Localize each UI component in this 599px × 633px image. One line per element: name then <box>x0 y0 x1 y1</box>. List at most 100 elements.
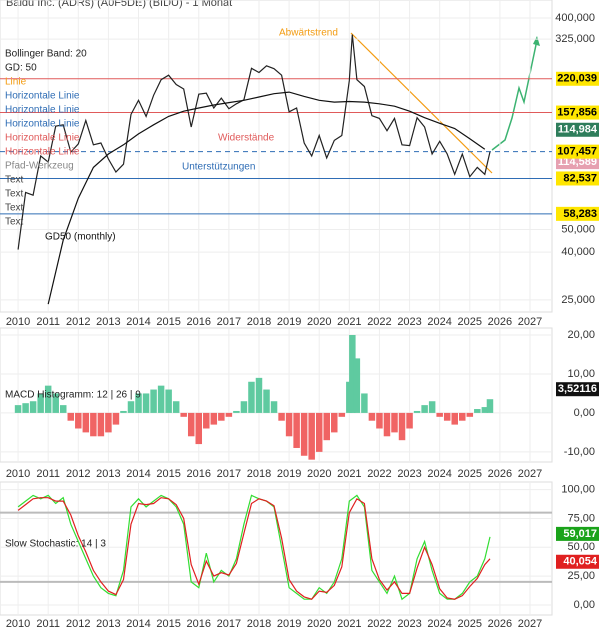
x-tick-label: 2014 <box>126 618 150 628</box>
x-tick-label: 2018 <box>247 618 271 628</box>
y-tick-label: 325,000 <box>555 33 595 45</box>
x-tick-label: 2015 <box>156 618 180 628</box>
x-tick-label: 2017 <box>217 618 241 628</box>
level-label-box <box>556 171 599 186</box>
histogram-bar <box>210 412 218 425</box>
histogram-bar <box>263 389 270 413</box>
x-tick-label: 2026 <box>488 468 512 480</box>
histogram-bar <box>150 389 157 413</box>
histogram-bar <box>486 399 494 413</box>
x-tick-label: 2019 <box>277 468 301 480</box>
x-tick-label: 2021 <box>337 468 361 480</box>
histogram-bar <box>105 412 112 433</box>
band-label: 114,589 <box>558 156 597 168</box>
x-tick-label: 2010 <box>6 618 30 628</box>
histogram-bar <box>308 412 315 460</box>
x-tick-label: 2014 <box>126 468 150 480</box>
x-tick-label: 2012 <box>66 316 90 328</box>
tool-label: Text <box>5 189 24 200</box>
x-tick-label: 2015 <box>156 316 180 328</box>
arrow-head <box>533 36 540 46</box>
y-tick-label: -10,00 <box>564 446 595 458</box>
y-tick-label: 400,000 <box>555 12 595 24</box>
histogram-bar <box>406 412 413 429</box>
level-label: 82,537 <box>563 172 597 184</box>
histogram-bar <box>14 405 22 413</box>
level-label: 58,283 <box>563 208 597 220</box>
histogram-bar <box>398 412 406 441</box>
histogram-bar <box>187 412 195 437</box>
level-label-box <box>556 105 599 120</box>
tool-label: Horizontale Linie <box>5 105 80 116</box>
annotation: Unterstützungen <box>182 162 255 173</box>
histogram-bar <box>75 412 82 429</box>
series-line <box>17 494 491 601</box>
x-tick-label: 2027 <box>518 468 542 480</box>
histogram-bar <box>383 412 391 437</box>
y-tick-label: 0,00 <box>574 599 595 611</box>
y-tick-label: 10,00 <box>567 368 595 380</box>
trend-line <box>350 32 493 174</box>
annotation: Abwärtstrend <box>279 28 338 39</box>
x-tick-label: 2025 <box>458 468 482 480</box>
histogram-bar <box>285 412 293 437</box>
histogram-bar <box>82 412 90 433</box>
x-tick-label: 2022 <box>367 468 391 480</box>
level-label: 220,039 <box>557 73 597 85</box>
y-tick-label: 20,00 <box>567 329 595 341</box>
x-tick-label: 2012 <box>66 618 90 628</box>
x-tick-label: 2021 <box>337 618 361 628</box>
histogram-bar <box>428 401 436 413</box>
y-tick-label: 25,00 <box>567 570 595 582</box>
histogram-bar <box>97 412 105 437</box>
panel-title: Slow Stochastic: 14 | 3 <box>5 539 106 550</box>
histogram-bar <box>270 401 278 413</box>
x-tick-label: 2020 <box>307 316 331 328</box>
histogram-bar <box>172 401 180 413</box>
x-tick-label: 2016 <box>187 618 211 628</box>
x-tick-label: 2013 <box>96 316 120 328</box>
series-line <box>17 497 491 600</box>
tool-label: Horizontale Linie <box>5 133 80 144</box>
x-tick-label: 2024 <box>427 468 451 480</box>
x-tick-label: 2015 <box>156 468 180 480</box>
x-tick-label: 2018 <box>247 468 271 480</box>
x-tick-label: 2011 <box>36 316 60 328</box>
series-line <box>17 34 491 250</box>
level-label-box <box>556 71 599 86</box>
histogram-bar <box>248 381 255 413</box>
x-tick-label: 2025 <box>458 618 482 628</box>
x-tick-label: 2013 <box>96 468 120 480</box>
histogram-bar <box>436 412 443 417</box>
histogram-bar <box>391 412 398 433</box>
x-tick-label: 2027 <box>518 618 542 628</box>
x-tick-label: 2011 <box>36 468 60 480</box>
x-tick-label: 2025 <box>458 316 482 328</box>
tool-label: Text <box>5 175 24 186</box>
histogram-bar <box>165 389 172 413</box>
tool-label: Pfad-Werkzeug <box>5 161 74 172</box>
histogram-bar <box>52 393 59 413</box>
histogram-bar <box>112 412 120 425</box>
x-tick-label: 2023 <box>397 468 421 480</box>
histogram-bar <box>37 393 44 413</box>
x-tick-label: 2022 <box>367 618 391 628</box>
histogram-bar <box>459 412 466 421</box>
x-tick-label: 2016 <box>187 316 211 328</box>
histogram-bar <box>368 412 376 421</box>
panel-border <box>0 481 553 616</box>
histogram-bar <box>278 412 285 421</box>
histogram-bar <box>240 401 248 413</box>
x-tick-label: 2022 <box>367 316 391 328</box>
tool-label: Linie <box>5 77 27 88</box>
histogram-bar <box>413 410 421 413</box>
x-tick-label: 2026 <box>488 316 512 328</box>
histogram-bar <box>22 403 29 413</box>
tool-label: Horizontale Linie <box>5 147 80 158</box>
y-tick-label: 0,00 <box>574 407 595 419</box>
y-tick-label: 100,00 <box>561 484 595 496</box>
histogram-bar <box>195 412 203 445</box>
histogram-bar <box>44 385 52 413</box>
histogram-bar <box>203 412 210 429</box>
